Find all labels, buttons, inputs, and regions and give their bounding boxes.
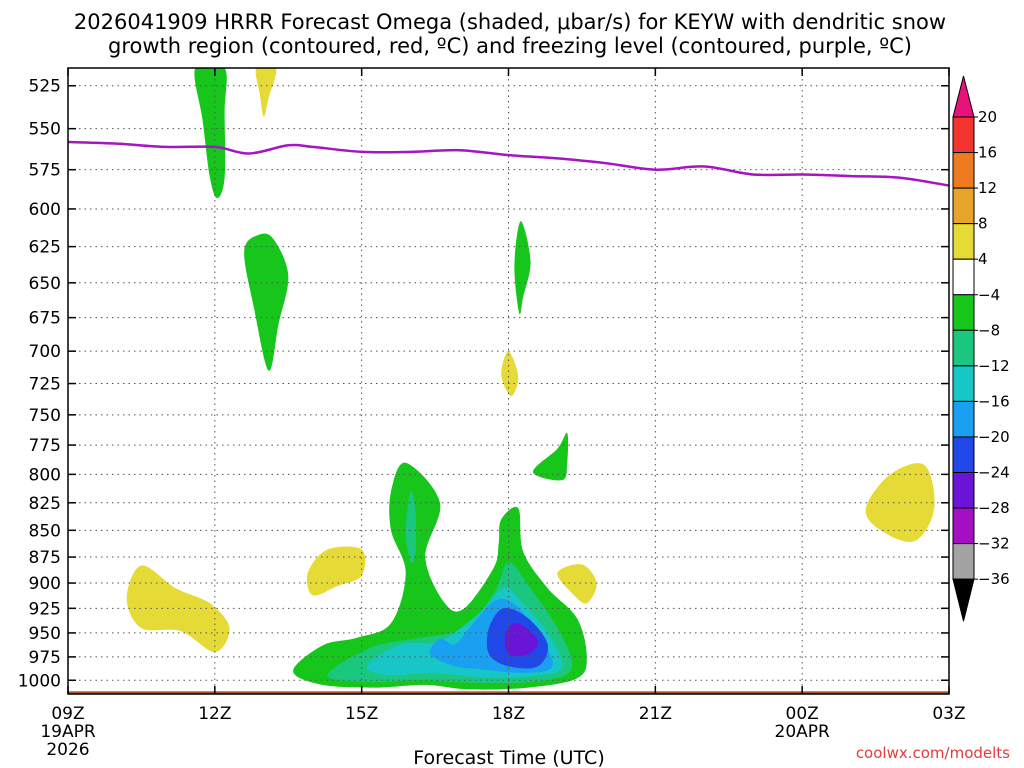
- x-axis-label: Forecast Time (UTC): [413, 747, 604, 768]
- y-tick-label-700: 700: [29, 342, 61, 362]
- title-line-1: 2026041909 HRRR Forecast Omega (shaded, …: [74, 10, 946, 34]
- y-tick-label-950: 950: [29, 624, 61, 644]
- colorbar-swatch-2: [952, 187, 975, 225]
- x-tick-date-09Z: 19APR: [40, 722, 96, 742]
- omega-region-up-core-purple: [505, 623, 539, 657]
- colorbar-swatch-1: [952, 152, 975, 189]
- colorbar-swatch-7: [952, 365, 975, 402]
- y-tick-label-725: 725: [29, 375, 61, 395]
- colorbar-label-3: 8: [978, 215, 988, 233]
- y-tick-label-850: 850: [29, 521, 61, 541]
- x-tick-label-03Z: 03Z: [932, 704, 965, 724]
- colorbar-label-10: −24: [978, 464, 1010, 482]
- x-tick-label-15Z: 15Z: [345, 704, 378, 724]
- x-tick-label-12Z: 12Z: [198, 704, 231, 724]
- colorbar-label-9: −20: [978, 428, 1010, 446]
- colorbar-swatch-12: [952, 543, 975, 580]
- omega-region-pos-885-yellow: [306, 546, 366, 596]
- colorbar-swatch-0: [952, 116, 975, 154]
- colorbar-label-4: 4: [978, 250, 988, 268]
- omega-region-up-795-green: [532, 432, 569, 481]
- colorbar-label-13: −36: [978, 570, 1010, 588]
- freezing-level-line: [67, 140, 950, 187]
- omega-region-up-narrow-cyan: [405, 490, 417, 564]
- credit-link[interactable]: coolwx.com/modelts: [856, 744, 1010, 762]
- grid-lines: [67, 68, 950, 694]
- y-tick-label-975: 975: [29, 648, 61, 668]
- y-tick-label-675: 675: [29, 309, 61, 329]
- omega-region-pos-720-yellow: [501, 351, 519, 397]
- y-tick-label-825: 825: [29, 494, 61, 514]
- y-axis: 525 550 575 600 625 650 675 700 725 750 775 800 825 8…: [18, 77, 949, 691]
- x-tick-label-00Z: 00Z: [786, 704, 819, 724]
- x-tick-label-21Z: 21Z: [639, 704, 672, 724]
- colorbar-swatch-3: [952, 223, 975, 260]
- colorbar: 20 16 12 8 4 −4 −8 −12 −16 −20 −24 −28 −32 −36: [952, 75, 1010, 622]
- colorbar-swatch-11: [952, 507, 975, 545]
- colorbar-label-11: −28: [978, 499, 1010, 517]
- y-tick-label-525: 525: [29, 77, 61, 97]
- y-tick-label-1000: 1000: [18, 671, 61, 691]
- x-tick-date-00Z: 20APR: [775, 722, 831, 742]
- omega-region-pos-890-east-yellow: [557, 564, 597, 604]
- y-tick-label-750: 750: [29, 406, 61, 426]
- omega-region-up-635-green: [514, 221, 531, 315]
- title-line-2: growth region (contoured, red, ºC) and f…: [108, 34, 912, 58]
- y-tick-label-875: 875: [29, 548, 61, 568]
- colorbar-label-6: −8: [978, 321, 1000, 339]
- omega-region-up-650-green: [244, 233, 289, 371]
- colorbar-swatch-9: [952, 436, 975, 474]
- colorbar-label-0: 20: [978, 108, 997, 126]
- colorbar-label-8: −16: [978, 392, 1010, 410]
- omega-region-pos-830-yellow: [865, 463, 935, 542]
- colorbar-swatch-8: [952, 400, 975, 438]
- x-tick-label-18Z: 18Z: [492, 704, 525, 724]
- colorbar-label-2: 12: [978, 179, 997, 197]
- y-tick-label-800: 800: [29, 465, 61, 485]
- y-tick-label-650: 650: [29, 274, 61, 294]
- colorbar-label-5: −4: [978, 286, 1000, 304]
- y-tick-label-550: 550: [29, 120, 61, 140]
- colorbar-arrow-top: [952, 75, 975, 118]
- y-tick-label-575: 575: [29, 161, 61, 181]
- freezing-level-series: [67, 140, 950, 187]
- y-tick-label-625: 625: [29, 238, 61, 258]
- colorbar-label-7: −12: [978, 357, 1010, 375]
- colorbar-swatch-6: [952, 329, 975, 367]
- colorbar-label-12: −32: [978, 535, 1010, 553]
- y-tick-label-925: 925: [29, 599, 61, 619]
- y-tick-label-900: 900: [29, 574, 61, 594]
- colorbar-swatch-5: [952, 294, 975, 331]
- omega-region-pos-525-yellow: [255, 68, 277, 117]
- x-tick-year-09Z: 2026: [46, 740, 89, 760]
- x-tick-label-09Z: 09Z: [51, 704, 84, 724]
- colorbar-label-1: 16: [978, 144, 997, 162]
- y-tick-label-775: 775: [29, 436, 61, 456]
- y-tick-label-600: 600: [29, 200, 61, 220]
- colorbar-swatch-4: [952, 258, 975, 296]
- omega-region-up-525-green: [194, 68, 227, 199]
- colorbar-arrow-bottom: [952, 578, 975, 622]
- colorbar-swatch-10: [952, 472, 975, 509]
